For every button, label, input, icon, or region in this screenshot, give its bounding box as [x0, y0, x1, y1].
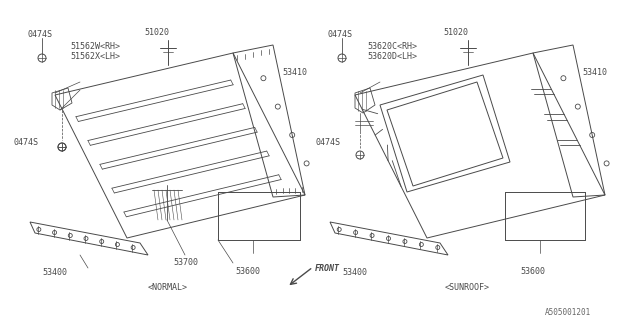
Text: 53410: 53410 [282, 68, 307, 77]
Text: 53400: 53400 [342, 268, 367, 277]
Text: 53410: 53410 [582, 68, 607, 77]
Text: 53620D<LH>: 53620D<LH> [367, 52, 417, 61]
Text: 53400: 53400 [42, 268, 67, 277]
Text: 51020: 51020 [144, 28, 169, 37]
Text: 0474S: 0474S [28, 30, 53, 39]
Text: 0474S: 0474S [328, 30, 353, 39]
Text: 53600: 53600 [235, 267, 260, 276]
Text: <SUNROOF>: <SUNROOF> [445, 283, 490, 292]
Text: 51562W<RH>: 51562W<RH> [70, 42, 120, 51]
Text: FRONT: FRONT [315, 264, 340, 273]
Text: A505001201: A505001201 [545, 308, 591, 317]
Text: 53620C<RH>: 53620C<RH> [367, 42, 417, 51]
Text: 53700: 53700 [173, 258, 198, 267]
Text: 0474S: 0474S [315, 138, 340, 147]
Text: <NORMAL>: <NORMAL> [148, 283, 188, 292]
Text: 51562X<LH>: 51562X<LH> [70, 52, 120, 61]
Text: 0474S: 0474S [14, 138, 39, 147]
Text: 53600: 53600 [520, 267, 545, 276]
Text: 51020: 51020 [443, 28, 468, 37]
